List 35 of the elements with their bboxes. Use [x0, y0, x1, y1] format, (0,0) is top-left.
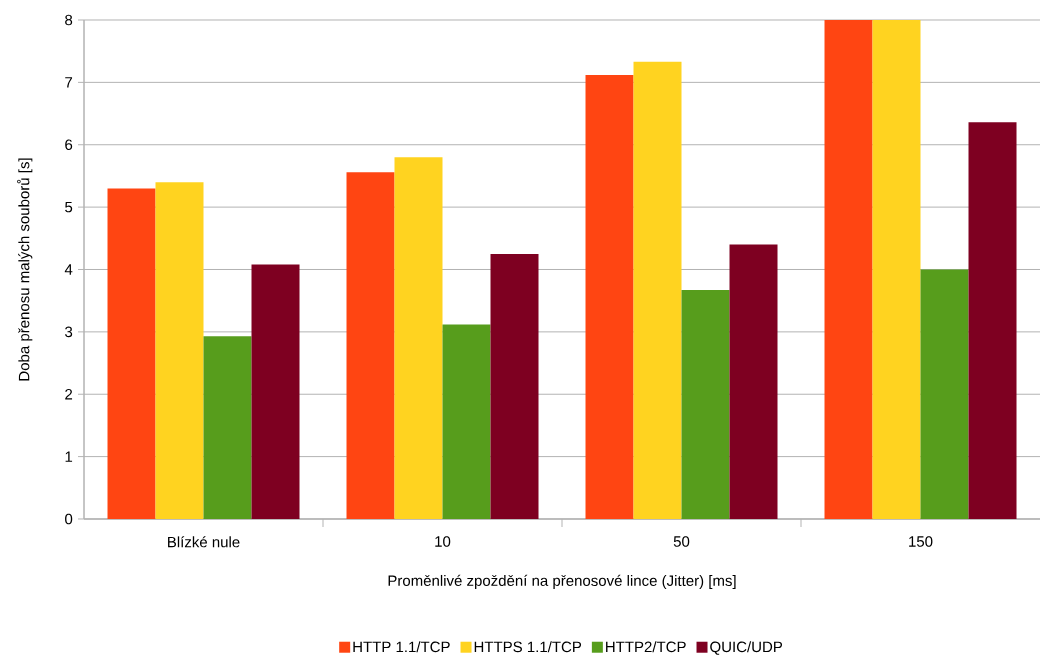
- y-tick-label: 0: [65, 513, 73, 525]
- bar: [442, 324, 491, 519]
- y-axis-title: Doba přenosu malých souborů [s]: [17, 158, 33, 381]
- x-tick-label: 50: [673, 536, 690, 547]
- y-tick-label: 4: [64, 264, 73, 275]
- bar: [107, 188, 156, 519]
- bar: [872, 19, 921, 519]
- legend-label: HTTPS 1.1/TCP: [474, 641, 582, 653]
- bar: [920, 269, 969, 519]
- bar: [729, 244, 778, 519]
- bar: [155, 182, 204, 519]
- legend-label: HTTP 1.1/TCP: [353, 641, 450, 653]
- bar: [824, 19, 873, 519]
- x-tick-label: 10: [435, 536, 451, 547]
- x-tick-label: 150: [909, 536, 933, 547]
- bar: [490, 253, 539, 519]
- y-tick-label: 6: [65, 139, 73, 151]
- x-tick-label: Blízké nule: [168, 536, 240, 548]
- bar: [346, 172, 395, 519]
- x-axis-title: Proměnlivé zpoždění na přenosové lince (Jitter) [ms]: [388, 574, 736, 589]
- bar: [203, 336, 252, 519]
- legend-label: QUIC/UDP: [710, 641, 783, 655]
- y-tick-label: 3: [65, 326, 73, 338]
- bar: [968, 122, 1017, 519]
- bar: [633, 61, 682, 519]
- y-tick-label: 1: [65, 451, 73, 462]
- bar: [251, 264, 300, 519]
- bar: [585, 74, 634, 519]
- y-tick-label: 7: [65, 77, 73, 88]
- bar: [394, 157, 443, 519]
- y-tick-label: 2: [65, 389, 73, 400]
- y-tick-label: 8: [65, 14, 73, 26]
- legend-label: HTTP2/TCP: [606, 641, 686, 653]
- bar: [681, 290, 730, 519]
- y-tick-label: 5: [65, 201, 73, 213]
